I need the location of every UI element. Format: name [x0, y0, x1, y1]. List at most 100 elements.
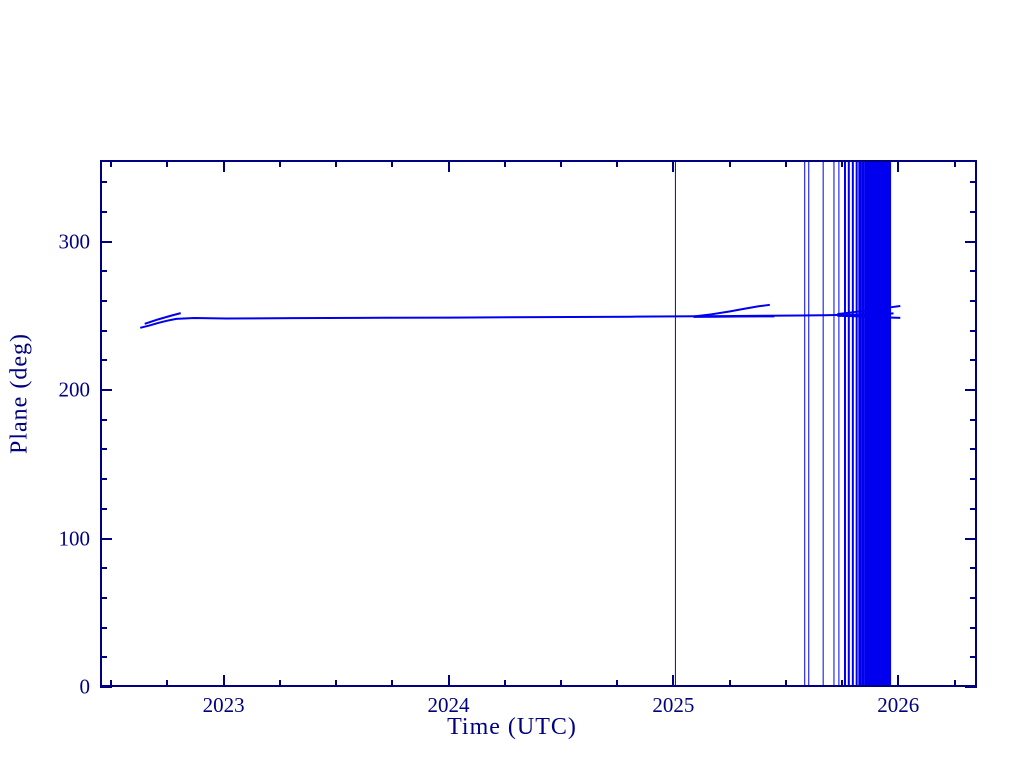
y-minor-tick [100, 329, 107, 332]
y-minor-tick-right [970, 567, 977, 570]
y-minor-tick-right [970, 507, 977, 510]
x-minor-tick-top [503, 160, 506, 167]
x-major-tick-top [897, 160, 900, 172]
x-minor-tick-top [841, 160, 844, 167]
event-vertical-line [804, 162, 806, 685]
event-vertical-line [886, 162, 892, 685]
event-vertical-line [855, 162, 858, 685]
x-minor-tick [953, 680, 956, 687]
x-minor-tick [503, 680, 506, 687]
y-minor-tick [100, 448, 107, 451]
plot-area [100, 160, 977, 687]
y-major-tick [100, 389, 112, 392]
x-minor-tick-top [784, 160, 787, 167]
y-minor-tick-right [970, 300, 977, 303]
y-minor-tick [100, 656, 107, 659]
y-minor-tick [100, 567, 107, 570]
x-minor-tick-top [335, 160, 338, 167]
x-minor-tick-top [110, 160, 113, 167]
y-tick-label: 0 [79, 674, 91, 699]
x-minor-tick [335, 680, 338, 687]
x-major-tick [897, 675, 900, 687]
y-major-tick-right [965, 240, 977, 243]
event-vertical-line [833, 162, 835, 685]
event-vertical-line [838, 162, 840, 685]
x-minor-tick [784, 680, 787, 687]
series-upper-branch-end [837, 305, 901, 316]
x-major-tick-top [672, 160, 675, 172]
y-tick-label: 300 [58, 229, 91, 254]
x-major-tick [672, 675, 675, 687]
x-minor-tick-top [559, 160, 562, 167]
event-vertical-line [843, 162, 846, 685]
y-minor-tick-right [970, 418, 977, 421]
event-vertical-line [851, 162, 854, 685]
series-upper-branch-start [144, 312, 181, 325]
series-mid-arc-2025 [693, 303, 771, 318]
x-minor-tick-top [391, 160, 394, 167]
y-major-tick-right [965, 537, 977, 540]
x-minor-tick [728, 680, 731, 687]
x-minor-tick [559, 680, 562, 687]
x-axis-title: Time (UTC) [447, 714, 577, 740]
data-layer [102, 162, 975, 685]
x-minor-tick-top [953, 160, 956, 167]
y-tick-label: 100 [58, 526, 91, 551]
y-minor-tick-right [970, 329, 977, 332]
y-major-tick [100, 686, 112, 688]
y-minor-tick [100, 478, 107, 481]
y-minor-tick [100, 626, 107, 629]
y-minor-tick-right [970, 596, 977, 599]
y-minor-tick-right [970, 181, 977, 184]
y-axis-title: Plane (deg) [6, 333, 33, 454]
y-minor-tick [100, 270, 107, 273]
y-minor-tick-right [970, 270, 977, 273]
y-minor-tick-right [970, 210, 977, 213]
x-minor-tick [110, 680, 113, 687]
y-major-tick-right [965, 389, 977, 392]
x-minor-tick [616, 680, 619, 687]
y-tick-label: 200 [58, 377, 91, 402]
event-vertical-line [864, 162, 868, 685]
series-lower-branch-end [837, 314, 901, 319]
x-minor-tick [841, 680, 844, 687]
series-plane-angle-track [139, 312, 894, 329]
event-vertical-line [674, 162, 676, 685]
x-minor-tick-top [166, 160, 169, 167]
x-minor-tick [391, 680, 394, 687]
event-vertical-line [808, 162, 810, 685]
x-tick-label: 2025 [652, 693, 695, 717]
y-minor-tick [100, 418, 107, 421]
event-vertical-line [861, 162, 865, 685]
x-minor-tick-top [728, 160, 731, 167]
x-tick-label: 2026 [877, 693, 920, 717]
event-vertical-line [868, 162, 873, 685]
y-minor-tick-right [970, 626, 977, 629]
x-minor-tick-top [278, 160, 281, 167]
y-minor-tick-right [970, 359, 977, 362]
y-minor-tick-right [970, 478, 977, 481]
event-vertical-line [847, 162, 850, 685]
x-major-tick [447, 675, 450, 687]
series-canvas [139, 162, 901, 685]
event-vertical-line [866, 162, 871, 685]
y-minor-tick [100, 210, 107, 213]
y-minor-tick [100, 300, 107, 303]
x-minor-tick [166, 680, 169, 687]
event-vertical-line [822, 162, 824, 685]
y-minor-tick [100, 181, 107, 184]
x-major-tick-top [447, 160, 450, 172]
y-minor-tick [100, 507, 107, 510]
y-minor-tick [100, 596, 107, 599]
event-vertical-line [858, 162, 862, 685]
y-minor-tick [100, 359, 107, 362]
y-major-tick [100, 537, 112, 540]
y-major-tick-right [965, 686, 977, 688]
x-tick-label: 2024 [427, 693, 470, 717]
y-minor-tick-right [970, 448, 977, 451]
x-minor-tick [278, 680, 281, 687]
x-minor-tick-top [616, 160, 619, 167]
y-minor-tick-right [970, 656, 977, 659]
x-tick-label: 2023 [202, 693, 245, 717]
